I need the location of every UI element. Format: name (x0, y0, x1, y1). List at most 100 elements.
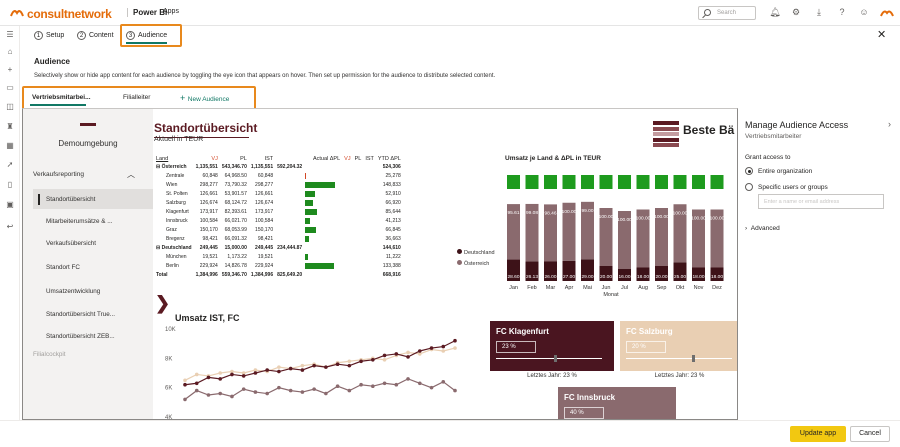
table-row[interactable]: Graz 150,170 68,053.99 150,170 66,845 (154, 225, 403, 234)
bar-segment[interactable] (544, 261, 557, 282)
download-icon[interactable]: ⤓ (817, 7, 821, 17)
card-slider-track[interactable] (626, 358, 732, 359)
table-row[interactable]: Bregenz 98,421 66,091.32 98,421 36,663 (154, 234, 403, 243)
bar-segment[interactable] (655, 266, 668, 281)
table-row[interactable]: Zentrale 60,848 64,968.50 60,848 25,278 (154, 171, 403, 180)
data-point[interactable] (194, 388, 199, 393)
data-point[interactable] (230, 372, 234, 377)
data-point[interactable] (312, 363, 316, 368)
tab-content[interactable]: 2 Content (77, 31, 114, 40)
card-slider-knob[interactable] (554, 355, 558, 362)
apps-breadcrumb[interactable]: Apps (163, 8, 179, 15)
data-point[interactable] (406, 350, 410, 355)
radio-specific-users[interactable] (745, 183, 753, 191)
card-value-input[interactable]: 20 % (626, 341, 666, 353)
audience-tab-filialleiter[interactable]: Filialleiter (123, 94, 151, 101)
nav-item[interactable]: Standortübersicht ZEB... (46, 333, 115, 340)
data-point[interactable] (394, 352, 399, 356)
data-point[interactable] (277, 369, 281, 374)
nav-item[interactable]: Standortübersicht (33, 189, 153, 209)
card-slider-knob[interactable] (691, 355, 695, 362)
data-point[interactable] (253, 368, 258, 372)
data-point[interactable] (253, 371, 258, 375)
table-row[interactable]: Total 1,384,996 559,346.70 1,384,996 825,649… (154, 270, 403, 279)
data-point[interactable] (417, 349, 422, 353)
brand-name[interactable]: consultnetwork (27, 7, 112, 21)
bar-segment[interactable] (710, 267, 724, 282)
data-point[interactable] (371, 358, 375, 362)
bar-segment[interactable] (618, 211, 631, 269)
data-point[interactable] (335, 384, 340, 388)
data-point[interactable] (300, 390, 305, 394)
table-row[interactable]: St. Polten 126,661 53,901.57 126,661 52,910 (154, 189, 403, 198)
bar-segment[interactable] (618, 269, 631, 281)
data-point[interactable] (441, 349, 446, 353)
bar-segment[interactable] (507, 204, 520, 260)
user-search-input[interactable]: Enter a name or email address (758, 194, 884, 209)
card-value-input[interactable]: 23 % (496, 341, 536, 353)
chevron-right-icon[interactable]: › (888, 119, 891, 129)
bar-segment[interactable] (544, 204, 557, 262)
table-row[interactable]: Wien 298,277 73,790.32 298,277 148,833 (154, 180, 403, 189)
data-point[interactable] (371, 384, 375, 388)
data-point[interactable] (253, 390, 258, 394)
data-point[interactable] (288, 366, 293, 371)
avatar-logo[interactable] (880, 7, 894, 19)
legend-item[interactable]: Österreich (457, 260, 489, 267)
bar-segment[interactable] (507, 259, 520, 281)
data-point[interactable] (359, 359, 363, 364)
bar-segment[interactable] (599, 266, 613, 281)
new-audience-button[interactable]: + New Audience (180, 93, 229, 103)
nav-item[interactable]: Verkaufsübersicht (46, 240, 97, 247)
help-icon[interactable]: ? (839, 7, 845, 17)
nav-section-verkaufsreporting[interactable]: Verkaufsreporting (33, 171, 84, 178)
data-point[interactable] (382, 381, 387, 386)
tab-audience[interactable]: 3 Audience (126, 31, 168, 44)
data-point[interactable] (218, 371, 223, 375)
data-point[interactable] (206, 393, 211, 397)
kpi-card[interactable]: FC Klagenfurt 23 % Letztes Jahr: 23 % (490, 321, 614, 381)
data-point[interactable] (429, 346, 434, 350)
data-point[interactable] (277, 385, 281, 390)
column-header[interactable]: IST (365, 156, 374, 162)
data-point[interactable] (218, 377, 223, 381)
plus-icon[interactable]: + (7, 65, 13, 74)
data-point[interactable] (183, 378, 187, 383)
data-point[interactable] (382, 358, 387, 362)
bookmark-icon[interactable]: ▯ (7, 180, 13, 189)
legend-item[interactable]: Deutschland (457, 249, 495, 256)
data-point[interactable] (324, 391, 328, 396)
rocket-icon[interactable]: ➚ (6, 160, 14, 169)
table-row[interactable]: ⊟ Deutschland 249,445 15,000.00 249,445 234,… (154, 243, 403, 252)
data-point[interactable] (265, 368, 269, 372)
data-point[interactable] (382, 353, 387, 358)
data-point[interactable] (406, 355, 410, 359)
data-point[interactable] (359, 382, 363, 387)
data-point[interactable] (265, 391, 269, 396)
radio-entire-org[interactable] (745, 167, 753, 175)
column-header[interactable]: Actual ΔPL (312, 156, 341, 162)
nav-section-filialcockpit[interactable]: Filialcockpit (33, 351, 66, 358)
smiley-icon[interactable]: ☺ (859, 7, 869, 17)
data-point[interactable] (347, 388, 352, 393)
data-point[interactable] (324, 365, 328, 369)
bar-segment[interactable] (562, 260, 576, 281)
update-app-button[interactable]: Update app (790, 426, 846, 442)
data-point[interactable] (206, 375, 211, 380)
bar-segment[interactable] (525, 261, 539, 281)
bar-segment[interactable] (692, 267, 705, 282)
series-line[interactable] (184, 347, 456, 381)
trophy-icon[interactable]: ♜ (6, 122, 14, 131)
cancel-button[interactable]: Cancel (850, 426, 890, 442)
data-point[interactable] (183, 382, 187, 387)
search-box[interactable]: Search (698, 6, 756, 20)
menu-icon[interactable]: ☰ (6, 30, 14, 39)
bar-segment[interactable] (710, 209, 724, 268)
data-point[interactable] (335, 362, 340, 366)
gear-icon[interactable]: ⚙ (791, 7, 801, 17)
nav-item[interactable]: Mitarbeiterumsätze & ... (46, 218, 113, 225)
data-point[interactable] (241, 371, 246, 375)
data-point[interactable] (241, 387, 246, 391)
data-point[interactable] (417, 352, 422, 356)
nav-item[interactable]: Umsatzentwicklung (46, 288, 101, 295)
